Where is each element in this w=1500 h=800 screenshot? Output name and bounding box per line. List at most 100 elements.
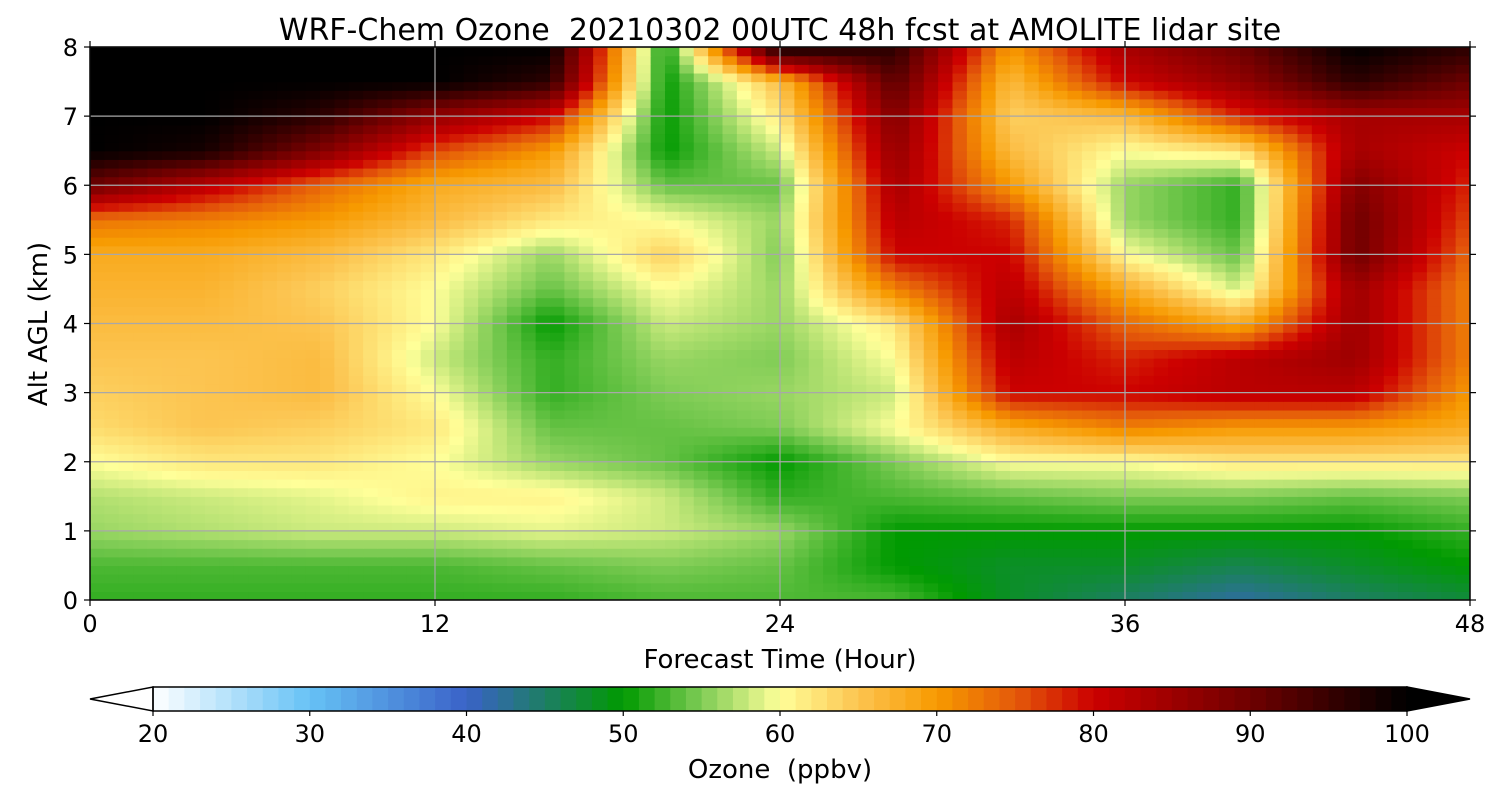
heatmap-cell (1225, 340, 1241, 351)
heatmap-cell (636, 496, 652, 506)
heatmap-cell (679, 496, 695, 506)
heatmap-cell (722, 504, 738, 515)
heatmap-cell (1254, 167, 1270, 178)
heatmap-cell (780, 461, 795, 471)
heatmap-cell (1268, 358, 1284, 368)
heatmap-cell (1254, 453, 1270, 463)
heatmap-cell (679, 150, 695, 160)
heatmap-cell (1426, 228, 1442, 238)
heatmap-cell (895, 167, 910, 178)
heatmap-cell (1340, 358, 1356, 368)
heatmap-cell (478, 539, 494, 549)
heatmap-cell (449, 185, 465, 195)
heatmap-cell (679, 219, 695, 230)
heatmap-cell (995, 444, 1011, 454)
heatmap-cell (794, 150, 810, 160)
heatmap-cell (1081, 435, 1097, 446)
heatmap-cell (219, 288, 235, 299)
heatmap-cell (736, 237, 752, 247)
heatmap-cell (636, 574, 652, 584)
heatmap-cell (1398, 574, 1414, 584)
heatmap-cell (104, 202, 120, 212)
heatmap-cell (118, 159, 134, 169)
heatmap-cell (104, 349, 120, 359)
heatmap-cell (880, 167, 896, 178)
heatmap-cell (1110, 591, 1126, 600)
heatmap-cell (1225, 461, 1241, 471)
heatmap-cell (1053, 263, 1069, 273)
heatmap-cell (506, 237, 522, 247)
heatmap-cell (1268, 470, 1284, 480)
heatmap-cell (952, 271, 968, 281)
heatmap-cell (823, 349, 839, 359)
heatmap-cell (1369, 574, 1385, 584)
heatmap-cell (1110, 263, 1126, 273)
heatmap-cell (90, 392, 105, 402)
heatmap-cell (550, 479, 565, 489)
heatmap-cell (636, 193, 652, 204)
heatmap-cell (952, 288, 968, 299)
heatmap-cell (118, 453, 134, 463)
heatmap-cell (650, 306, 666, 316)
heatmap-cell (521, 582, 537, 592)
heatmap-cell (305, 444, 321, 454)
heatmap-cell (118, 427, 134, 437)
heatmap-cell (492, 461, 508, 471)
heatmap-cell (1038, 504, 1054, 515)
heatmap-cell (1225, 427, 1241, 437)
heatmap-cell (463, 418, 479, 428)
heatmap-cell (708, 383, 724, 394)
heatmap-cell (765, 522, 781, 532)
heatmap-cell (104, 237, 120, 247)
heatmap-cell (377, 211, 393, 221)
heatmap-cell (449, 263, 465, 273)
heatmap-cell (665, 237, 680, 247)
heatmap-cell (550, 263, 565, 273)
heatmap-cell (995, 202, 1011, 212)
heatmap-cell (1153, 530, 1169, 541)
heatmap-cell (650, 409, 666, 420)
heatmap-cell (1355, 237, 1370, 247)
heatmap-cell (176, 479, 192, 489)
heatmap-cell (578, 349, 594, 359)
heatmap-cell (1125, 263, 1140, 273)
heatmap-cell (751, 349, 767, 359)
heatmap-cell (578, 496, 594, 506)
heatmap-cell (1355, 427, 1370, 437)
heatmap-cell (751, 591, 767, 600)
heatmap-cell (1125, 487, 1140, 497)
heatmap-cell (1297, 470, 1313, 480)
heatmap-cell (320, 496, 335, 506)
heatmap-cell (550, 306, 565, 316)
heatmap-cell (435, 323, 450, 333)
heatmap-cell (938, 245, 954, 255)
heatmap-cell (578, 340, 594, 351)
heatmap-cell (966, 548, 982, 558)
heatmap-cell (751, 461, 767, 471)
heatmap-cell (133, 280, 149, 290)
heatmap-cell (636, 383, 652, 394)
heatmap-cell (348, 245, 364, 255)
heatmap-cell (305, 237, 321, 247)
heatmap-cell (1096, 228, 1112, 238)
heatmap-cell (334, 375, 350, 385)
heatmap-cell (1225, 150, 1241, 160)
heatmap-cell (363, 297, 379, 307)
heatmap-cell (1340, 245, 1356, 255)
heatmap-cell (736, 539, 752, 549)
heatmap-cell (420, 185, 436, 195)
heatmap-cell (952, 167, 968, 178)
heatmap-cell (1369, 323, 1385, 333)
heatmap-cell (1225, 366, 1241, 376)
heatmap-cell (1196, 418, 1212, 428)
heatmap-cell (1053, 280, 1069, 290)
heatmap-cell (837, 288, 853, 299)
heatmap-cell (1355, 193, 1370, 204)
heatmap-cell (506, 513, 522, 523)
heatmap-cell (506, 479, 522, 489)
heatmap-cell (305, 211, 321, 221)
heatmap-cell (1326, 539, 1342, 549)
heatmap-cell (219, 487, 235, 497)
heatmap-cell (1110, 280, 1126, 290)
heatmap-cell (736, 323, 752, 333)
